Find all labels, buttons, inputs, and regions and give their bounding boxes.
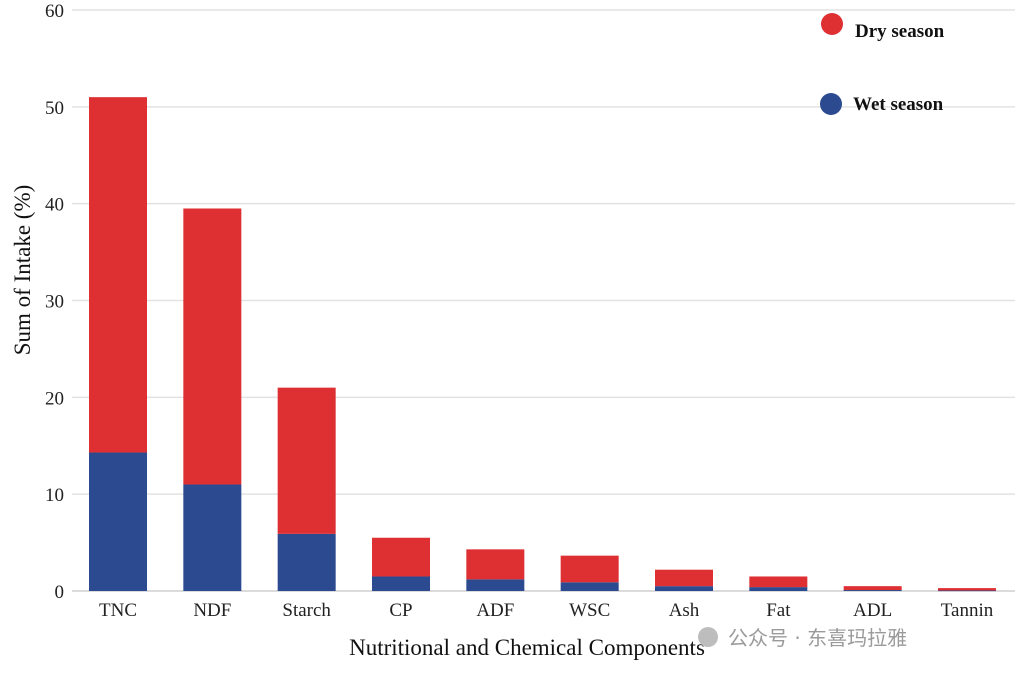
x-tick-label: CP <box>389 600 412 621</box>
bar-starch-wet-season <box>277 533 336 591</box>
bar-adf-dry-season <box>466 549 525 580</box>
x-tick-label: ADF <box>476 600 514 621</box>
bar-ash-dry-season <box>655 569 713 587</box>
y-tick-label: 10 <box>45 485 64 506</box>
legend-label-wet: Wet season <box>853 94 944 115</box>
bar-tannin-wet-season <box>938 590 996 592</box>
x-tick-label: Fat <box>766 600 791 621</box>
x-tick-labels: TNC NDF Starch CP ADF WSC Ash Fat ADL Tannin <box>99 600 994 621</box>
bar-tnc-wet-season <box>89 452 147 591</box>
bar-ndf-dry-season <box>183 208 242 485</box>
y-tick-label: 20 <box>45 388 64 409</box>
bar-fat-wet-season <box>749 587 808 591</box>
x-tick-label: Starch <box>282 600 331 621</box>
legend-marker-dry <box>821 13 843 35</box>
bar-ash-wet-season <box>655 586 713 591</box>
bar-tnc-dry-season <box>89 97 147 453</box>
x-tick-label: NDF <box>193 600 231 621</box>
bar-tannin-dry-season <box>938 588 996 591</box>
watermark: 公众号 · 东喜玛拉雅 <box>698 626 907 650</box>
bar-fat-dry-season <box>749 576 808 588</box>
x-tick-label: Ash <box>669 600 700 621</box>
legend: Dry season Wet season <box>820 13 945 115</box>
bar-ndf-wet-season <box>183 484 242 591</box>
legend-marker-wet <box>820 93 842 115</box>
bar-adl-wet-season <box>843 590 902 591</box>
bar-cp-wet-season <box>372 576 430 591</box>
y-tick-label: 0 <box>55 582 65 603</box>
x-tick-label: ADL <box>853 600 892 621</box>
y-tick-label: 60 <box>45 1 64 22</box>
x-tick-label: TNC <box>99 600 137 621</box>
x-tick-label: WSC <box>569 600 610 621</box>
bar-cp-dry-season <box>372 537 430 577</box>
bars <box>89 97 996 592</box>
x-axis-label: Nutritional and Chemical Components <box>349 635 705 660</box>
bar-wsc-wet-season <box>560 582 619 591</box>
y-tick-label: 40 <box>45 195 64 216</box>
bar-adl-dry-season <box>843 586 902 591</box>
watermark-text: 公众号 · 东喜玛拉雅 <box>728 626 907 650</box>
y-tick-label: 50 <box>45 98 64 119</box>
wechat-icon <box>698 627 718 647</box>
bar-adf-wet-season <box>466 579 525 591</box>
legend-label-dry: Dry season <box>855 21 945 42</box>
y-tick-label: 30 <box>45 292 64 313</box>
bar-wsc-dry-season <box>560 555 619 583</box>
y-tick-labels: 0 10 20 30 40 50 60 <box>45 1 64 603</box>
x-tick-label: Tannin <box>941 600 994 621</box>
y-axis-label: Sum of Intake (%) <box>10 185 35 356</box>
bar-starch-dry-season <box>277 387 336 534</box>
